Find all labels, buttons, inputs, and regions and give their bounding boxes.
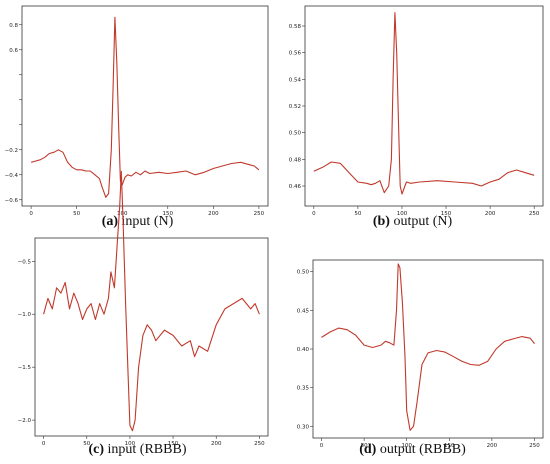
x-tick-label: 0 xyxy=(320,443,324,449)
x-tick-label: 50 xyxy=(361,443,368,449)
chart-c: 0 50 100 150 200 250 −0.5 −1.0 −1.5 −2.0 xyxy=(18,170,269,447)
panel-a-input-n: 0 50 100 150 200 250 −0.6 −0.4 −0.2 0.6 0.8 (a) in… xyxy=(0,0,275,238)
y-tick-label: 0.58 xyxy=(289,24,302,30)
y-tick-label: 0.6 xyxy=(9,48,18,54)
y-tick-label: −2.0 xyxy=(18,418,32,424)
x-tick-label: 150 xyxy=(441,211,452,217)
x-tick-label: 100 xyxy=(125,441,136,447)
series-line xyxy=(321,263,535,431)
caption-d: (d) output (RBBB) xyxy=(275,442,550,458)
caption-c-text: input (RBBB) xyxy=(107,442,187,457)
x-tick-label: 150 xyxy=(444,443,455,449)
x-tick-label: 0 xyxy=(312,211,316,217)
x-tick-label: 0 xyxy=(29,211,33,217)
chart-a: 0 50 100 150 200 250−0.6−0.4−0.20.60.8 xyxy=(5,5,269,217)
x-tick-label: 150 xyxy=(168,441,179,447)
panel-b-output-n: 0 50 100 150 200 250 0.46 0.48 0.50 0.52 0.54 0.56 0… xyxy=(275,0,550,238)
caption-d-text: output (RBBB) xyxy=(379,442,466,457)
x-tick-label: 200 xyxy=(485,211,496,217)
caption-c: (c) input (RBBB) xyxy=(0,442,275,458)
plot-frame xyxy=(21,5,269,207)
x-tick-label: 50 xyxy=(83,441,90,447)
x-tick-label: 200 xyxy=(208,211,219,217)
panel-d-output-rbbb: 0 50 100 150 200 250 0.30 0.35 0.40 0.45 0.50 (d) … xyxy=(275,232,550,464)
y-tick-label: 0.35 xyxy=(297,386,310,392)
series-line xyxy=(313,12,535,195)
y-tick-label: −0.5 xyxy=(18,259,32,265)
caption-a-letter: (a) xyxy=(101,214,119,229)
y-tick-label: 0.52 xyxy=(289,104,301,110)
caption-b-text: output (N) xyxy=(393,214,453,229)
y-tick-label: −0.2 xyxy=(5,148,18,154)
chart-d: 0 50 100 150 200 250 0.30 0.35 0.40 0.45 0.50 xyxy=(297,259,544,449)
x-tick-label: 0 xyxy=(42,441,46,447)
series-line xyxy=(30,16,260,198)
plot-frame xyxy=(34,237,269,437)
x-tick-label: 50 xyxy=(73,211,80,217)
x-tick-label: 250 xyxy=(529,211,540,217)
x-tick-label: 250 xyxy=(254,441,265,447)
x-tick-label: 100 xyxy=(401,443,412,449)
y-tick-label: 0.54 xyxy=(289,77,302,83)
y-tick-label: −1.0 xyxy=(18,312,32,318)
caption-a-text: input (N) xyxy=(121,214,174,229)
y-tick-label: 0.46 xyxy=(289,184,302,190)
caption-d-letter: (d) xyxy=(359,442,377,457)
caption-b-letter: (b) xyxy=(372,214,390,229)
y-tick-label: 0.48 xyxy=(289,157,302,163)
y-tick-label: 0.56 xyxy=(289,51,302,57)
y-tick-label: −1.5 xyxy=(18,365,32,371)
plot-frame xyxy=(312,259,544,439)
caption-b: (b) output (N) xyxy=(275,214,550,230)
x-tick-label: 50 xyxy=(354,211,361,217)
x-tick-label: 100 xyxy=(397,211,408,217)
caption-a: (a) input (N) xyxy=(0,214,275,230)
x-tick-label: 200 xyxy=(211,441,222,447)
series-line xyxy=(43,170,260,432)
chart-b: 0 50 100 150 200 250 0.46 0.48 0.50 0.52 0.54 0.56 0… xyxy=(289,5,544,217)
y-tick-label: 0.30 xyxy=(297,424,310,430)
y-tick-label: −0.6 xyxy=(5,198,19,204)
x-tick-label: 250 xyxy=(529,443,540,449)
x-tick-label: 200 xyxy=(487,443,498,449)
y-tick-label: 0.45 xyxy=(297,308,310,314)
y-tick-label: −0.4 xyxy=(5,173,19,179)
plot-frame xyxy=(304,5,544,207)
x-tick-label: 150 xyxy=(163,211,174,217)
y-tick-label: 0.50 xyxy=(297,270,310,276)
y-tick-label: 0.40 xyxy=(297,347,310,353)
y-tick-label: 0.50 xyxy=(289,131,302,137)
x-tick-label: 250 xyxy=(254,211,265,217)
caption-c-letter: (c) xyxy=(88,442,105,457)
y-tick-label: 0.8 xyxy=(9,23,18,29)
panel-c-input-rbbb: 0 50 100 150 200 250 −0.5 −1.0 −1.5 −2.0 (c) inpu… xyxy=(0,170,275,464)
